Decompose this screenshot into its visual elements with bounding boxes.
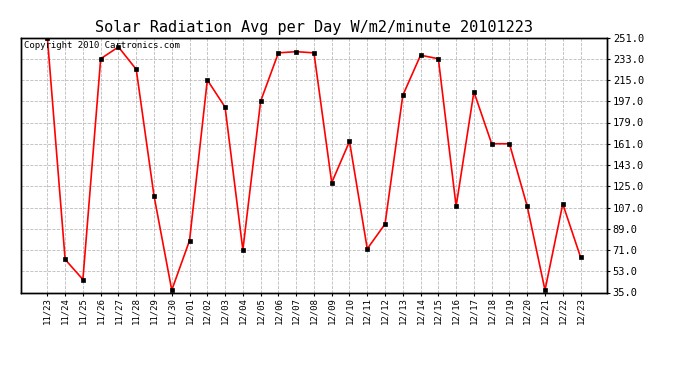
Text: Copyright 2010 Cartronics.com: Copyright 2010 Cartronics.com: [23, 41, 179, 50]
Title: Solar Radiation Avg per Day W/m2/minute 20101223: Solar Radiation Avg per Day W/m2/minute …: [95, 20, 533, 35]
